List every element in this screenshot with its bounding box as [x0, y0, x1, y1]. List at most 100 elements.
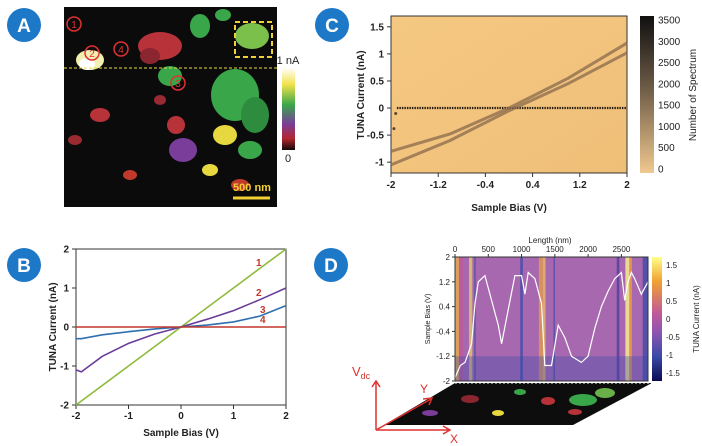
panel-c: -2 -1.2 -0.4 0.4 1.2 2 1.5 1 0.5 0 -0.5 -1 Sample B… — [356, 15, 699, 214]
colorbar-d-tick-5: -1 — [666, 351, 674, 360]
afm-perspective-domains — [422, 388, 615, 416]
ytick-label-b-3: -1 — [60, 362, 69, 373]
axes-b: -2 -1 0 1 2 2 1 0 -1 -2 — [60, 245, 289, 423]
colorbar-d — [652, 257, 662, 381]
heat-band-d-10 — [629, 257, 633, 381]
outlier-point-c-1 — [394, 111, 398, 115]
xlabel-b: Sample Bias (V) — [143, 428, 219, 439]
site-marker-1 — [66, 16, 82, 32]
colorbar-a-max: 1 nA — [277, 55, 300, 67]
colorbar-c-tick-4: 1500 — [658, 101, 681, 112]
site-marker-3 — [170, 75, 186, 91]
curve-label-3: 3 — [260, 305, 266, 316]
site-marker-4 — [113, 41, 129, 57]
ylabel-c: TUNA Current (nA) — [356, 50, 367, 139]
panel-badge-a-label: A — [17, 16, 31, 37]
colorbar-d-ticks: 1.5 1 0.5 0 -0.5 -1 -1.5 — [666, 261, 680, 378]
colorbar-d-tick-1: 1 — [666, 279, 671, 288]
xtick-label-b-2: 0 — [178, 411, 184, 422]
ytick-label-d-0: 2 — [446, 253, 451, 262]
xtick-label-b-3: 1 — [231, 411, 237, 422]
heat-band-d-2 — [468, 257, 473, 381]
spectra-c — [390, 41, 628, 167]
ytick-label-b-4: -2 — [60, 401, 69, 412]
panel-b: -2 -1 0 1 2 2 1 0 -1 -2 1 2 3 4 Sample Bias (V) T… — [48, 245, 289, 440]
ytick-label-c-4: -0.5 — [367, 131, 385, 142]
site-marker-2 — [84, 45, 100, 61]
colorbar-c — [640, 16, 654, 173]
ylabel-b: TUNA Current (nA) — [48, 282, 59, 371]
ylabel-d: Sample Bias (V) — [425, 294, 432, 345]
colorbar-c-tick-1: 3000 — [658, 37, 681, 48]
heatmap-d-bands — [455, 257, 648, 381]
series-line-b-3 — [76, 304, 287, 340]
heat-band-d-8 — [616, 257, 620, 381]
panel-d: 0 500 1000 1500 2000 2500 2 1.2 0.4 -0.4 -1.2 -2 Le… — [352, 236, 701, 446]
plot-area-c — [390, 15, 628, 174]
xtick-label-d-4: 2000 — [579, 245, 597, 254]
colorbar-a-min: 0 — [285, 153, 291, 165]
colorbar-a — [282, 68, 295, 150]
colorbar-d-tick-3: 0 — [666, 315, 671, 324]
heat-band-d-0 — [455, 257, 459, 381]
heat-band-d-5 — [538, 257, 543, 381]
panel-badge-b-label: B — [17, 256, 31, 277]
xtick-label-d-3: 1500 — [546, 245, 564, 254]
spectrum-band-c-upper — [390, 41, 628, 153]
heat-band-d-6 — [542, 257, 546, 381]
panel-badge-b — [7, 248, 41, 282]
xtick-label-d-1: 500 — [482, 245, 496, 254]
scale-bar-label: 500 nm — [233, 182, 271, 194]
series-line-b-2 — [75, 287, 287, 373]
outlier-point-c-0 — [392, 127, 396, 131]
ytick-label-c-3: 0 — [378, 104, 384, 115]
curve-label-2: 2 — [256, 288, 262, 299]
colorbar-d-tick-6: -1.5 — [666, 369, 680, 378]
axes-3d — [371, 379, 452, 435]
site-label-4: 4 — [118, 45, 124, 56]
xtick-label-c-1: -1.2 — [430, 180, 448, 191]
colorbar-c-tick-0: 3500 — [658, 16, 681, 27]
ytick-label-c-5: -1 — [375, 158, 384, 169]
series-b — [75, 248, 287, 406]
xlabel-c: Sample Bias (V) — [471, 203, 547, 214]
xtick-label-d-0: 0 — [453, 245, 458, 254]
heat-band-d-3 — [474, 257, 476, 381]
plot-area-d-frame — [454, 256, 649, 382]
ytick-label-b-1: 1 — [63, 284, 69, 295]
ytick-label-d-5: -2 — [443, 377, 451, 386]
xtick-label-c-5: 2 — [624, 180, 630, 191]
axis-label-y: Y — [420, 382, 428, 396]
xtick-label-c-2: -0.4 — [477, 180, 495, 191]
afm-domains — [68, 9, 269, 191]
colorbar-c-tick-2: 2500 — [658, 58, 681, 69]
zoom-box — [234, 21, 273, 58]
panel-a: 1 2 4 3 500 nm 1 nA 0 — [64, 7, 300, 207]
panel-badge-a — [7, 8, 41, 42]
site-label-1: 1 — [71, 20, 77, 31]
curve-label-1: 1 — [256, 258, 262, 269]
panel-badge-d — [314, 248, 348, 282]
ytick-label-c-0: 1.5 — [370, 22, 384, 33]
xtick-label-d-2: 1000 — [513, 245, 531, 254]
site-label-2: 2 — [89, 49, 95, 60]
heat-band-d-1 — [458, 257, 463, 381]
xtick-label-b-0: -2 — [72, 411, 81, 422]
heat-band-d-low — [455, 356, 648, 381]
afm-perspective-map — [384, 383, 652, 425]
xtick-label-b-4: 2 — [283, 411, 289, 422]
colorbar-d-tick-4: -0.5 — [666, 333, 680, 342]
colorbar-c-tick-3: 2000 — [658, 79, 681, 90]
xlabel-d: Length (nm) — [528, 236, 571, 245]
axis-label-vdc: Vdc — [352, 364, 371, 381]
colorbar-c-tick-7: 0 — [658, 165, 664, 176]
axes-c: -2 -1.2 -0.4 0.4 1.2 2 1.5 1 0.5 0 -0.5 -1 — [367, 22, 630, 191]
ytick-label-d-1: 1.2 — [439, 278, 451, 287]
xtick-label-d-5: 2500 — [612, 245, 630, 254]
site-markers: 1 2 4 3 — [66, 16, 186, 91]
heat-band-d-11 — [642, 257, 648, 381]
ytick-label-d-3: -0.4 — [436, 327, 450, 336]
axis-label-x: X — [450, 432, 458, 446]
ytick-label-c-1: 1 — [378, 49, 384, 60]
heat-band-d-9 — [625, 257, 630, 381]
